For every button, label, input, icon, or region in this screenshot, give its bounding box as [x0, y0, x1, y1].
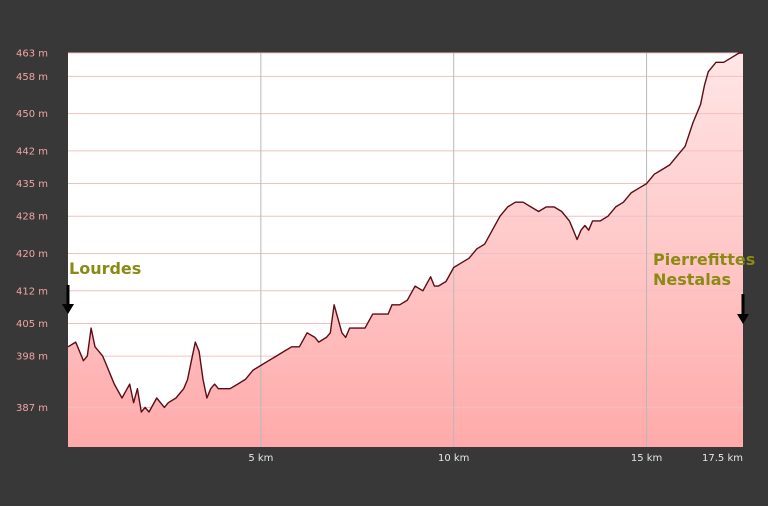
tick-layer: 463 m 458 m 450 m 442 m 435 m 428 m 420 m 412 m…: [16, 49, 743, 465]
end-place-label-line2: Nestalas: [653, 270, 731, 289]
y-tick-label: 428 m: [16, 212, 48, 223]
arrow-down-icon: [62, 304, 74, 314]
y-tick-label: 405 m: [16, 319, 48, 330]
line-layer: [67, 52, 743, 413]
y-tick-label: 398 m: [16, 352, 48, 363]
elevation-area: [68, 53, 743, 447]
y-tick-label: 463 m: [16, 49, 48, 60]
y-tick-label: 458 m: [16, 72, 48, 83]
y-tick-label: 420 m: [16, 249, 48, 260]
elevation-line: [67, 52, 743, 413]
x-tick-label: 5 km: [248, 453, 273, 464]
y-tick-label: 387 m: [16, 403, 48, 414]
y-tick-label: 435 m: [16, 179, 48, 190]
y-tick-label: 450 m: [16, 109, 48, 120]
end-place-label-line1: Pierrefittes: [653, 250, 755, 269]
y-tick-label: 442 m: [16, 146, 48, 157]
start-place-label: Lourdes: [69, 259, 141, 278]
x-tick-label: 15 km: [631, 453, 662, 464]
x-tick-label: 17.5 km: [702, 453, 743, 464]
x-tick-label: 10 km: [438, 453, 469, 464]
y-tick-label: 412 m: [16, 286, 48, 297]
arrow-down-icon: [737, 314, 749, 324]
area-layer: [68, 53, 743, 447]
grid-layer: [68, 52, 743, 447]
